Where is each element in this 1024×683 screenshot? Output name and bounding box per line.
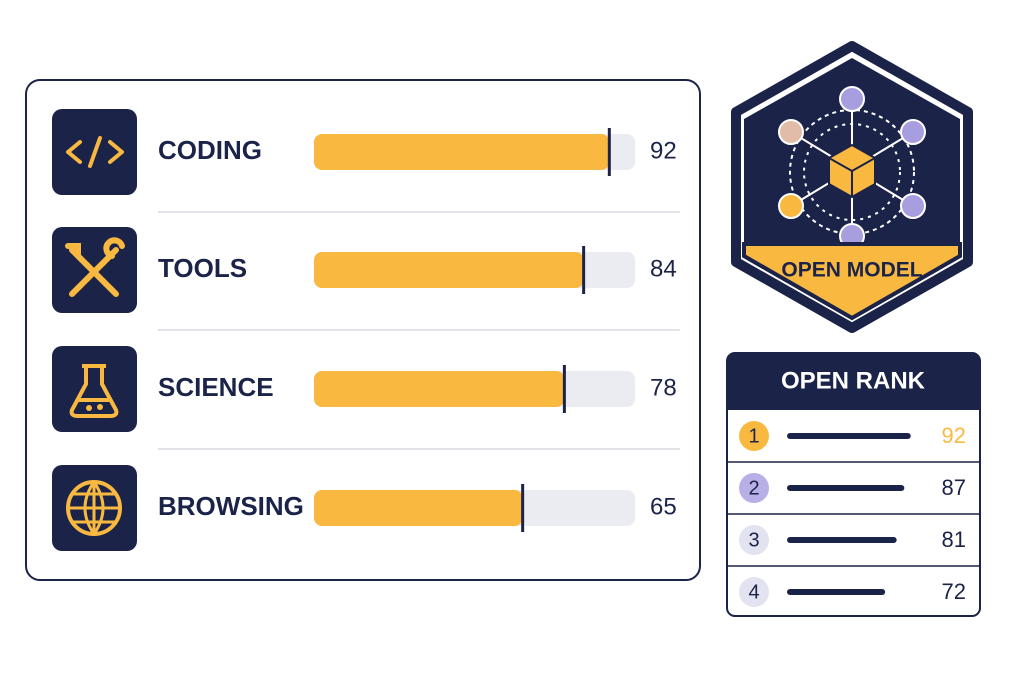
rank-badge bbox=[739, 577, 769, 607]
node bbox=[778, 119, 804, 145]
rank-number: 1 bbox=[748, 425, 759, 447]
bar bbox=[314, 134, 610, 170]
icon-glyph bbox=[66, 136, 124, 168]
rank-badge bbox=[739, 473, 769, 503]
rank-score: 81 bbox=[942, 527, 966, 552]
node bbox=[839, 86, 865, 112]
rank-score: 87 bbox=[942, 475, 966, 500]
icon-box bbox=[52, 346, 137, 432]
node bbox=[900, 193, 926, 219]
rank-header bbox=[727, 353, 980, 410]
rank-score: 92 bbox=[942, 423, 966, 448]
node bbox=[900, 119, 926, 145]
rank-number: 3 bbox=[748, 529, 759, 551]
skill-value: 65 bbox=[650, 493, 677, 520]
rank-badge bbox=[739, 525, 769, 555]
skill-value: 84 bbox=[650, 255, 677, 282]
icon-glyph bbox=[68, 481, 120, 535]
icon-glyph bbox=[65, 237, 125, 297]
node bbox=[778, 193, 804, 219]
skill-label: BROWSING bbox=[158, 491, 304, 521]
rank-number: 2 bbox=[748, 477, 759, 499]
skill-value: 92 bbox=[650, 137, 677, 164]
skill-label: CODING bbox=[158, 135, 262, 165]
bar bbox=[314, 252, 584, 288]
icon-glyph bbox=[97, 404, 103, 410]
icon-glyph bbox=[69, 364, 119, 418]
bar bbox=[314, 490, 523, 526]
rank-title: OPEN RANK bbox=[781, 367, 926, 394]
badge: OPEN MODEL bbox=[731, 41, 973, 333]
skill-label: TOOLS bbox=[158, 253, 247, 283]
skills-list: CODING 92 TOOLS 84 SCIENCE 78 BROWSING 65 bbox=[52, 109, 680, 551]
icon-glyph bbox=[86, 405, 92, 411]
rank-badge bbox=[739, 421, 769, 451]
badge-label: OPEN MODEL bbox=[781, 259, 922, 282]
skill-label: SCIENCE bbox=[158, 372, 274, 402]
rank-score: 72 bbox=[942, 579, 966, 604]
bar bbox=[314, 371, 565, 407]
rank-rows: 1 92 2 87 3 81 4 72 bbox=[727, 421, 980, 607]
skill-value: 78 bbox=[650, 374, 677, 401]
rank-number: 4 bbox=[748, 581, 759, 603]
